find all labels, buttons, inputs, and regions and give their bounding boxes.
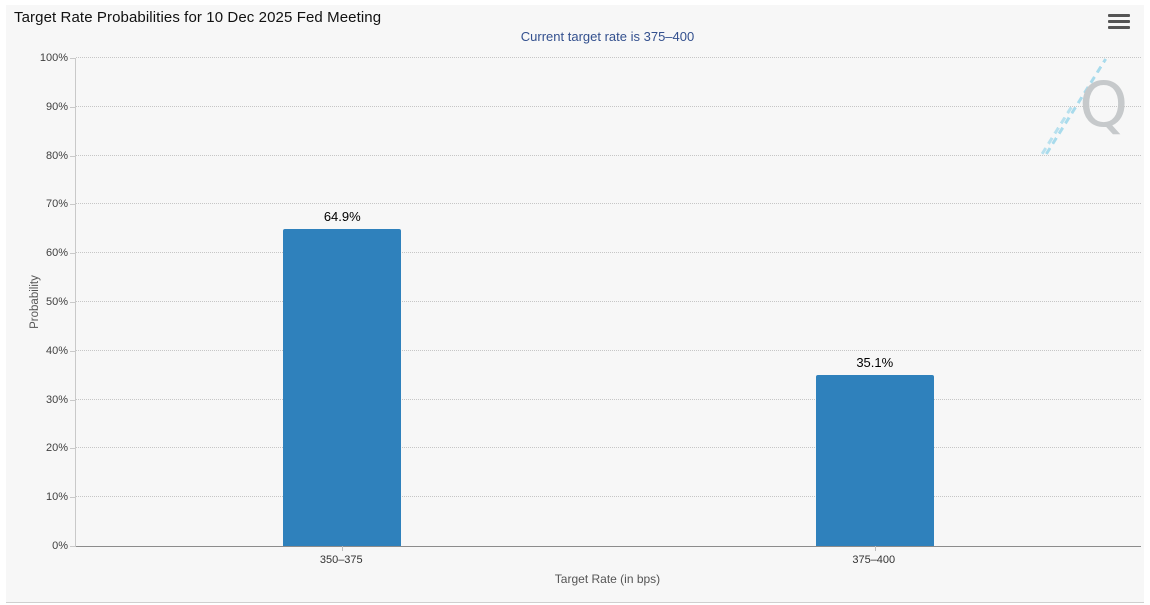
y-tick-label: 20% [45, 442, 68, 455]
y-axis-tick [70, 399, 76, 401]
x-axis-title: Target Rate (in bps) [554, 572, 661, 586]
fedwatch-chart-panel: Target Rate Probabilities for 10 Dec 202… [6, 5, 1144, 603]
y-tick-label: 100% [39, 52, 68, 64]
chart-title: Target Rate Probabilities for 10 Dec 202… [14, 9, 382, 26]
hamburger-bar [1108, 14, 1130, 17]
hamburger-bar [1108, 26, 1130, 29]
y-axis-tick [70, 204, 76, 206]
gridline [76, 252, 1141, 254]
bar-value-label: 35.1% [856, 354, 894, 370]
x-tick-label: 375–400 [852, 554, 896, 566]
hamburger-bar [1108, 20, 1130, 23]
y-axis-tick [70, 106, 76, 108]
gridline [76, 447, 1141, 449]
gridline [76, 496, 1141, 498]
probability-bar[interactable] [815, 374, 934, 546]
y-tick-label: 80% [45, 149, 68, 162]
hamburger-icon[interactable] [1108, 13, 1130, 30]
y-axis-tick [70, 497, 76, 499]
y-tick-label: 0% [52, 540, 68, 552]
plot-area: 64.9% 35.1% [70, 57, 1141, 551]
gridline [76, 105, 1141, 107]
y-axis-tick [70, 253, 76, 255]
y-tick-label: 40% [45, 344, 68, 357]
y-tick-label: 90% [45, 100, 68, 113]
y-tick-label: 10% [45, 491, 68, 504]
y-axis-tick [70, 448, 76, 450]
x-axis-labels: 350–375 375–400 [75, 554, 1140, 568]
chart-subtitle: Current target rate is 375–400 [520, 29, 695, 44]
gridline [76, 349, 1141, 351]
y-tick-label: 70% [45, 198, 68, 211]
gridline [76, 301, 1141, 302]
x-axis-tick [342, 546, 344, 551]
gridline [76, 57, 1141, 58]
y-axis-labels: 0% 10% 20% 30% 40% 50% 60% 70% 80% 90% 100% [6, 52, 68, 552]
bar-value-label: 64.9% [323, 209, 361, 225]
y-tick-label: 60% [45, 247, 68, 260]
x-tick-label: 350–375 [319, 554, 363, 566]
gridline [76, 154, 1141, 156]
y-axis-tick [70, 302, 76, 303]
y-tick-label: 50% [45, 296, 68, 308]
y-axis-tick [70, 155, 76, 157]
gridline [76, 203, 1141, 205]
y-axis-tick [70, 58, 76, 59]
y-tick-label: 30% [45, 393, 68, 406]
probability-bar[interactable] [283, 229, 402, 546]
x-axis-tick [874, 546, 876, 551]
y-axis-tick [70, 350, 76, 352]
gridline [76, 398, 1141, 400]
y-axis-tick [70, 546, 76, 547]
